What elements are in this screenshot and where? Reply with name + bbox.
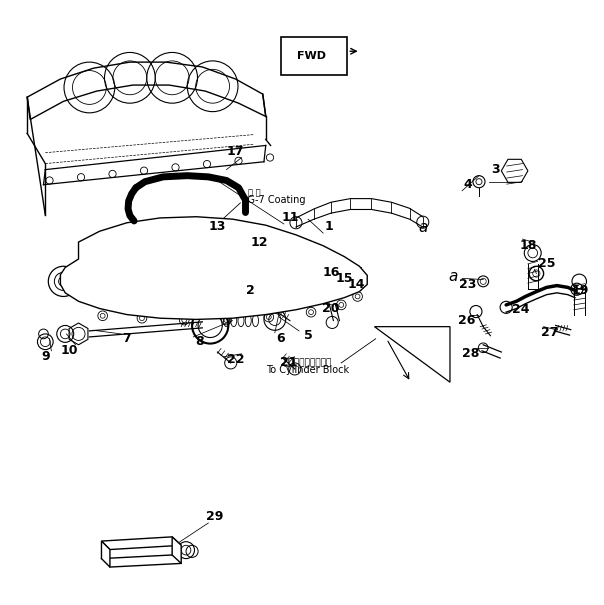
Text: 4: 4 — [464, 178, 472, 191]
Text: 6: 6 — [277, 332, 285, 345]
Text: 21: 21 — [280, 356, 297, 370]
Text: 2: 2 — [246, 284, 255, 297]
Polygon shape — [172, 537, 181, 563]
Text: 23: 23 — [460, 278, 477, 291]
Text: FWD: FWD — [297, 51, 326, 61]
Polygon shape — [101, 541, 110, 567]
Polygon shape — [101, 537, 181, 549]
Text: 24: 24 — [512, 303, 529, 316]
Text: 16: 16 — [323, 266, 339, 279]
Text: 5: 5 — [304, 329, 312, 342]
Text: 15: 15 — [336, 272, 353, 285]
Polygon shape — [60, 217, 367, 319]
Text: 26: 26 — [458, 314, 475, 327]
Text: 13: 13 — [209, 220, 226, 234]
Text: 1: 1 — [325, 220, 333, 234]
Text: a: a — [448, 269, 458, 284]
Text: 25: 25 — [538, 257, 555, 270]
Text: 10: 10 — [61, 344, 78, 358]
Text: 9: 9 — [41, 350, 50, 364]
Text: 塗 布: 塗 布 — [248, 188, 260, 197]
Text: 7: 7 — [123, 332, 131, 345]
Text: シリンダブロックへ: シリンダブロックへ — [284, 358, 332, 367]
Text: 8: 8 — [195, 335, 204, 348]
Text: 12: 12 — [251, 235, 268, 249]
Text: LG-7 Coating: LG-7 Coating — [242, 195, 305, 205]
Text: 17: 17 — [227, 145, 244, 158]
Text: 28: 28 — [463, 347, 480, 361]
Text: 29: 29 — [206, 511, 223, 523]
Text: 22: 22 — [227, 353, 244, 367]
Text: 14: 14 — [348, 278, 365, 291]
Text: a: a — [418, 220, 428, 235]
Text: 19: 19 — [571, 284, 588, 297]
Text: To Cylinder Block: To Cylinder Block — [266, 365, 350, 375]
Text: 27: 27 — [541, 326, 558, 339]
Text: 11: 11 — [281, 211, 298, 224]
Text: 18: 18 — [520, 238, 537, 252]
Text: 20: 20 — [323, 302, 339, 315]
Text: 3: 3 — [491, 163, 500, 176]
